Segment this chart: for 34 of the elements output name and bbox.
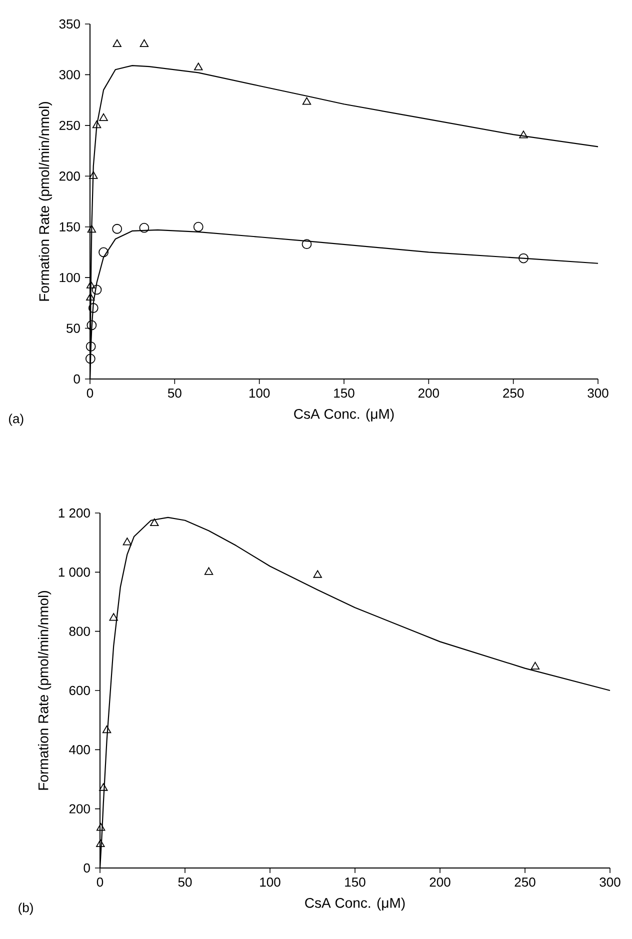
- y-axis-title: Formation Rate (pmol/min/nmol): [38, 102, 52, 301]
- x-tick-label: 250: [503, 388, 524, 398]
- x-tick-label: 300: [600, 878, 620, 887]
- x-axis-title: CsA Conc. (μM): [294, 408, 394, 422]
- x-tick-label: 150: [334, 388, 354, 398]
- x-axis-title: CsA Conc. (μM): [305, 898, 405, 911]
- y-tick-label: 100: [60, 272, 80, 282]
- x-tick-label: 50: [178, 878, 192, 887]
- y-tick-label: 600: [69, 686, 90, 696]
- y-tick-label: 300: [59, 70, 80, 80]
- x-tick-label: 200: [418, 388, 439, 398]
- y-tick-label: 400: [69, 745, 90, 754]
- y-tick-label: 250: [59, 120, 80, 130]
- x-tick-label: 50: [168, 388, 182, 398]
- y-tick-label: 50: [66, 324, 80, 333]
- x-tick-label: 300: [588, 388, 608, 398]
- x-tick-label: 200: [430, 878, 450, 887]
- y-tick-label: 0: [74, 374, 80, 384]
- y-tick-label: 800: [69, 626, 90, 636]
- y-tick-label: 150: [60, 222, 80, 232]
- y-axis-title: Formation Rate (pmol/min/nmol): [38, 591, 52, 790]
- x-tick-label: 250: [514, 878, 536, 887]
- x-tick-label: 150: [345, 878, 366, 887]
- x-tick-label: 0: [96, 878, 104, 887]
- y-tick-label: 200: [69, 804, 90, 814]
- y-tick-label: 1 200: [58, 508, 90, 518]
- x-tick-label: 100: [260, 878, 280, 887]
- text: (a): [8, 414, 24, 426]
- text: (b): [18, 902, 33, 915]
- y-tick-label: 350: [59, 19, 80, 29]
- y-tick-label: 200: [59, 172, 80, 181]
- y-tick-label: 1 000: [58, 568, 90, 577]
- y-tick-label: 0: [84, 863, 90, 873]
- x-tick-label: 100: [249, 388, 270, 398]
